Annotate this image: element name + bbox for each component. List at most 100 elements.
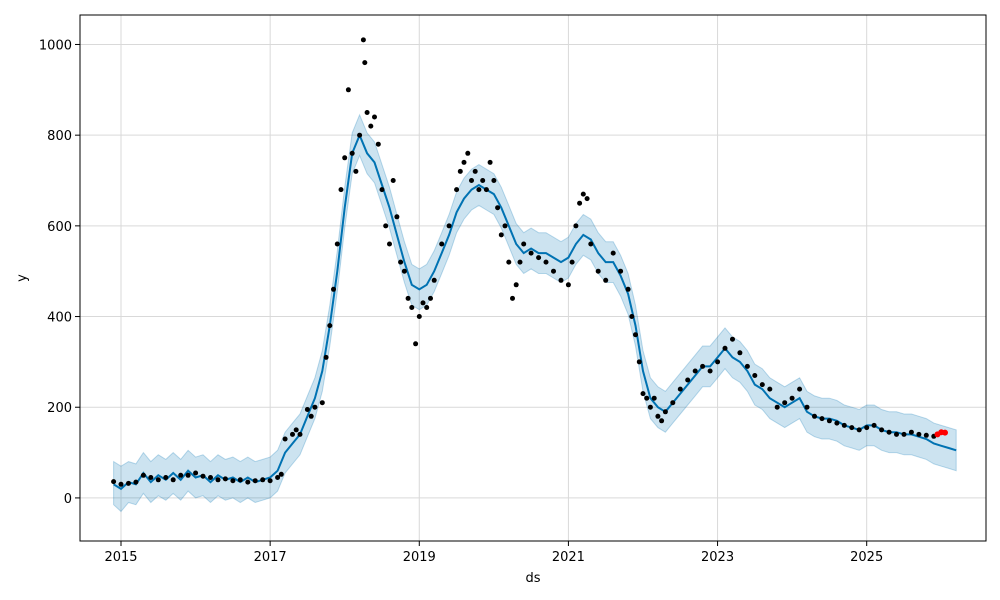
- observed-point: [416, 314, 422, 319]
- observed-point: [293, 427, 299, 433]
- observed-point: [633, 332, 638, 338]
- observed-point: [510, 295, 515, 301]
- observed-point: [364, 110, 370, 115]
- observed-point: [759, 382, 765, 388]
- observed-point: [677, 386, 683, 392]
- observed-point: [715, 359, 721, 365]
- observed-point: [319, 400, 325, 406]
- observed-point: [431, 277, 437, 283]
- observed-point: [685, 377, 691, 383]
- observed-point: [387, 241, 392, 247]
- observed-point: [640, 391, 646, 397]
- observed-point: [327, 323, 333, 329]
- recent-points: [934, 429, 948, 438]
- observed-point: [782, 400, 788, 406]
- observed-point: [208, 475, 213, 480]
- observed-point: [551, 268, 556, 274]
- observed-point: [491, 178, 497, 183]
- observed-point: [819, 416, 825, 422]
- observed-point: [752, 373, 758, 378]
- observed-point: [636, 359, 642, 365]
- observed-point: [629, 314, 635, 319]
- observed-point: [767, 386, 773, 392]
- observed-point: [237, 477, 243, 483]
- y-axis-ticks: 0 200 400 600 800 1000: [39, 38, 80, 507]
- observed-point: [483, 187, 489, 193]
- observed-point: [111, 479, 117, 485]
- observed-point: [278, 471, 284, 477]
- observed-point: [506, 259, 512, 265]
- observed-point: [707, 368, 713, 374]
- observed-point: [379, 187, 385, 193]
- observed-point: [521, 241, 527, 247]
- observed-point: [222, 476, 228, 482]
- y-tick-label: 1000: [39, 38, 72, 53]
- observed-point: [439, 241, 445, 247]
- observed-point: [502, 223, 508, 229]
- observed-point: [420, 300, 426, 306]
- observed-point: [651, 395, 657, 401]
- observed-point: [528, 250, 534, 256]
- observed-point: [342, 155, 348, 161]
- observed-point: [536, 255, 542, 261]
- observed-point: [446, 223, 452, 229]
- observed-point: [618, 268, 624, 274]
- observed-point: [428, 295, 433, 301]
- plot-frame: [79, 14, 987, 542]
- observed-point: [856, 427, 862, 433]
- observed-point: [413, 341, 419, 347]
- observed-point: [368, 123, 374, 129]
- observed-point: [267, 478, 273, 484]
- observed-point: [871, 422, 877, 428]
- observed-point: [148, 475, 154, 480]
- observed-point: [372, 114, 377, 120]
- observed-point: [405, 295, 411, 301]
- observed-point: [308, 413, 314, 419]
- observed-point: [469, 178, 474, 183]
- observed-point: [543, 259, 549, 265]
- observed-point: [588, 241, 594, 247]
- observed-point: [338, 187, 344, 193]
- observed-point: [879, 427, 885, 433]
- observed-point: [584, 196, 590, 202]
- observed-point: [170, 477, 176, 483]
- plot-background: [80, 15, 986, 541]
- observed-point: [334, 241, 340, 247]
- observed-point: [357, 132, 363, 138]
- y-tick-label: 600: [47, 220, 72, 235]
- observed-point: [252, 478, 258, 484]
- observed-point: [603, 277, 609, 283]
- observed-point: [577, 200, 583, 206]
- observed-point: [495, 205, 501, 211]
- observed-point: [140, 472, 146, 478]
- x-tick-label: 2017: [254, 550, 287, 565]
- observed-point: [670, 400, 676, 406]
- observed-point: [394, 214, 400, 220]
- observed-point: [834, 420, 840, 426]
- x-tick-label: 2019: [403, 550, 436, 565]
- observed-point: [200, 473, 206, 479]
- x-axis-label: ds: [525, 571, 540, 586]
- observed-point: [360, 37, 366, 43]
- observed-point: [457, 168, 463, 174]
- grid: [80, 15, 986, 541]
- x-tick-label: 2023: [701, 550, 734, 565]
- observed-point: [644, 395, 650, 401]
- observed-point: [886, 429, 892, 435]
- observed-point: [424, 305, 430, 310]
- observed-point: [454, 187, 460, 193]
- observed-point: [126, 480, 131, 486]
- observed-point: [185, 472, 191, 478]
- observed-point: [513, 282, 519, 288]
- observed-point: [647, 404, 653, 410]
- observed-points: [111, 37, 937, 487]
- observed-point: [215, 477, 221, 483]
- observed-point: [894, 431, 899, 437]
- observed-point: [565, 282, 571, 288]
- y-tick-label: 0: [64, 492, 72, 507]
- observed-point: [700, 363, 706, 369]
- y-axis-label: y: [15, 274, 30, 282]
- observed-point: [744, 363, 750, 369]
- x-tick-label: 2021: [552, 550, 585, 565]
